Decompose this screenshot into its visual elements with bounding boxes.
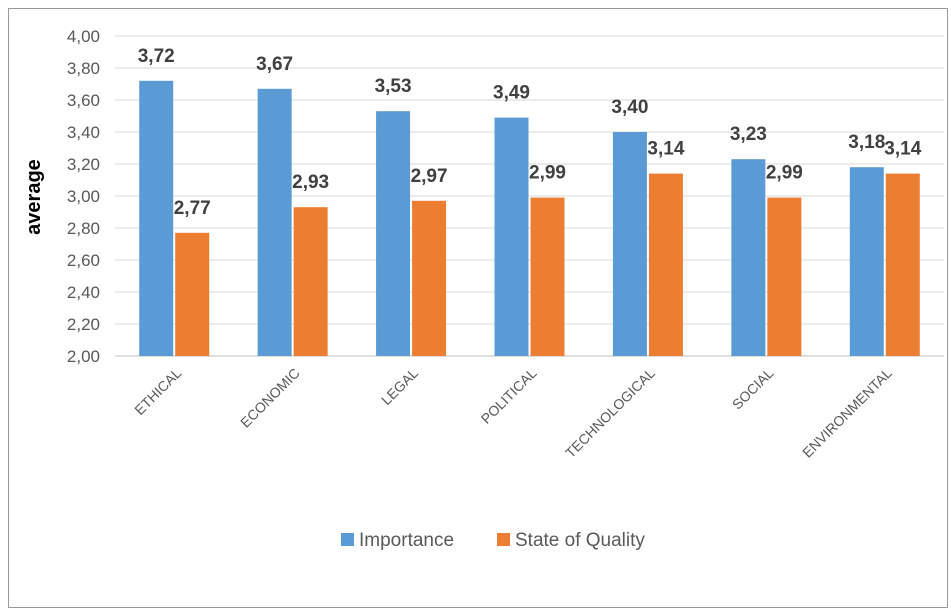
legend-label: State of Quality [515, 530, 645, 551]
bar-importance [849, 167, 884, 356]
data-label: 2,93 [292, 172, 329, 193]
y-tick-label: 2,00 [67, 347, 100, 366]
bars [139, 80, 920, 357]
x-category-label: SOCIAL [729, 365, 777, 413]
bar-importance [494, 117, 529, 356]
x-category-label: ECONOMIC [237, 365, 303, 431]
data-label: 2,99 [529, 163, 566, 184]
bar-state-of-quality [293, 207, 328, 356]
legend-label: Importance [359, 530, 454, 551]
data-label: 3,23 [730, 124, 767, 145]
legend-swatch [497, 533, 510, 546]
x-axis-categories: ETHICAL ECONOMIC LEGAL POLITICAL TECHNOLOGIC… [131, 365, 895, 461]
data-labels: 3,72 2,77 3,67 2,93 3,53 2,97 3,49 2,99 3,40 3,14… [138, 46, 922, 219]
bar-importance [376, 111, 411, 356]
data-label: 3,49 [493, 83, 530, 104]
y-tick-label: 2,60 [67, 251, 100, 270]
data-label: 2,99 [766, 163, 803, 184]
x-category-label: ENVIRONMENTAL [799, 365, 895, 461]
legend: Importance State of Quality [341, 530, 645, 551]
data-label: 2,97 [411, 166, 448, 187]
data-label: 3,40 [611, 97, 648, 118]
x-category-label: POLITICAL [478, 365, 540, 427]
bar-state-of-quality [767, 197, 802, 356]
y-tick-label: 3,80 [67, 59, 100, 78]
x-category-label: LEGAL [378, 365, 421, 408]
data-label: 2,77 [174, 198, 211, 219]
bar-state-of-quality [175, 232, 210, 356]
data-label: 3,14 [647, 139, 684, 160]
gridlines [115, 35, 944, 357]
data-label: 3,53 [375, 76, 412, 97]
y-tick-label: 3,20 [67, 155, 100, 174]
y-tick-label: 2,40 [67, 283, 100, 302]
y-axis-label: average [23, 159, 45, 235]
bar-importance [139, 80, 174, 357]
bar-chart: 2,00 2,20 2,40 2,60 2,80 3,00 3,20 3,40 3,60 3,80… [23, 27, 944, 551]
data-label: 3,67 [256, 54, 293, 75]
y-tick-label: 4,00 [67, 27, 100, 46]
y-tick-label: 3,60 [67, 91, 100, 110]
y-axis-ticks: 2,00 2,20 2,40 2,60 2,80 3,00 3,20 3,40 3,60 3,80… [67, 27, 100, 366]
legend-importance: Importance [341, 530, 454, 551]
legend-swatch [341, 533, 354, 546]
data-label: 3,14 [884, 139, 921, 160]
bar-importance [257, 88, 292, 357]
bar-state-of-quality [648, 173, 683, 356]
bar-state-of-quality [885, 173, 920, 356]
bar-importance [612, 132, 647, 356]
bar-importance [731, 159, 766, 356]
x-category-label: ETHICAL [131, 365, 184, 418]
x-category-label: TECHNOLOGICAL [562, 365, 658, 461]
data-label: 3,18 [848, 132, 885, 153]
y-tick-label: 3,00 [67, 187, 100, 206]
bar-state-of-quality [530, 197, 565, 356]
data-label: 3,72 [138, 46, 175, 67]
bar-state-of-quality [412, 200, 447, 356]
legend-state-of-quality: State of Quality [497, 530, 645, 551]
y-tick-label: 2,80 [67, 219, 100, 238]
y-tick-label: 2,20 [67, 315, 100, 334]
y-tick-label: 3,40 [67, 123, 100, 142]
